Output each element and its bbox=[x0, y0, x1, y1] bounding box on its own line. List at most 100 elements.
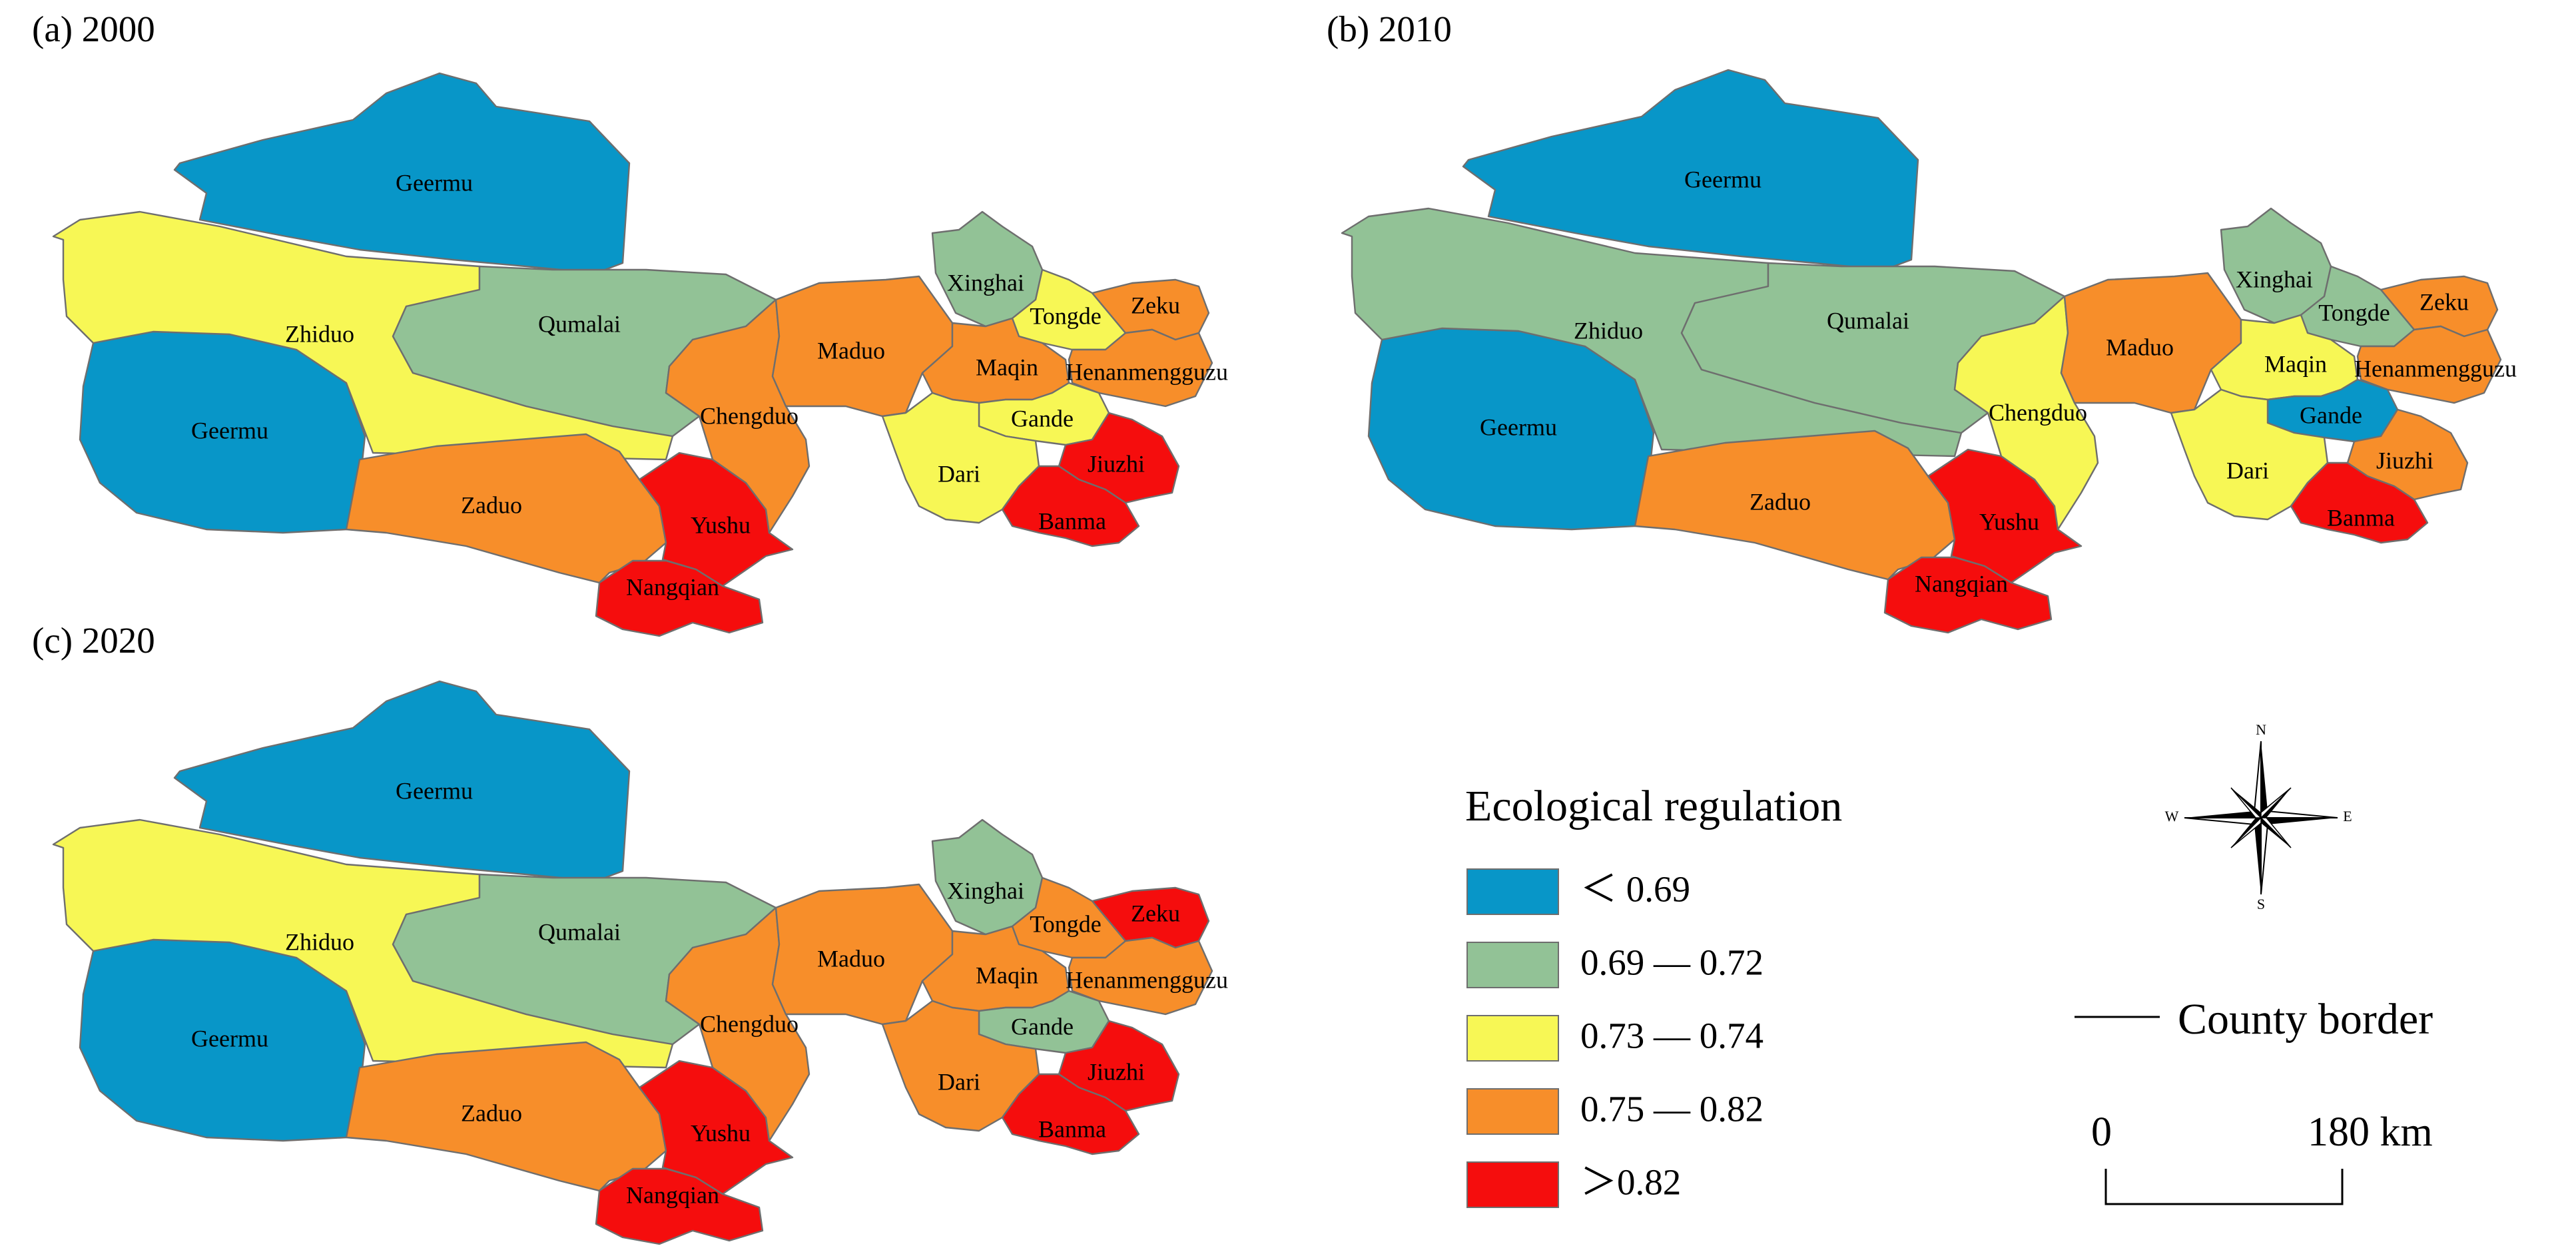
county-label: Xinghai bbox=[947, 877, 1024, 904]
scale-start: 0 bbox=[2091, 1109, 2112, 1155]
legend-swatch bbox=[1466, 868, 1559, 915]
county-label: Chengduo bbox=[700, 1010, 799, 1037]
county-region-henanmengguzu bbox=[1068, 328, 1213, 408]
county-region-geermu bbox=[1462, 69, 1919, 271]
legend-label: 0.73 — 0.74 bbox=[1580, 1016, 1764, 1056]
county-label: Gande bbox=[1011, 405, 1074, 432]
county-label: Tongde bbox=[1030, 302, 1101, 329]
county-label: Gande bbox=[2300, 402, 2362, 428]
county-label: Zhiduo bbox=[285, 320, 354, 347]
map-panel-3: (c) 2020 Geermu Geermu Zhiduo Qumalai Zaduo Yu… bbox=[32, 620, 1228, 1245]
county-label: Geermu bbox=[191, 417, 268, 444]
compass-north: N bbox=[2256, 721, 2266, 738]
county-region-maduo bbox=[771, 883, 954, 1026]
county-label: Henanmengguzu bbox=[1066, 358, 1228, 385]
county-label: Zeku bbox=[1131, 292, 1180, 318]
county-label: Henanmengguzu bbox=[1066, 966, 1228, 993]
county-label: Nangqian bbox=[626, 573, 719, 600]
legend-swatch bbox=[1466, 1161, 1559, 1208]
county-label: Geermu bbox=[396, 777, 473, 804]
county-label: Tongde bbox=[2318, 299, 2390, 326]
county-region-maduo bbox=[2060, 272, 2242, 414]
county-label: Chengduo bbox=[700, 402, 799, 429]
county-region-henanmengguzu bbox=[2356, 325, 2502, 404]
county-region-zaduo bbox=[1634, 430, 1956, 581]
county-label: Xinghai bbox=[2236, 266, 2313, 292]
county-label: Jiuzhi bbox=[1088, 450, 1145, 477]
county-region-nangqian bbox=[595, 559, 764, 637]
county-label: Banma bbox=[2327, 504, 2395, 531]
county-region-chengduo bbox=[665, 298, 810, 534]
county-label: Henanmengguzu bbox=[2354, 355, 2517, 382]
county-label: Tongde bbox=[1030, 910, 1101, 937]
county-label: Zaduo bbox=[461, 1099, 522, 1126]
county-region-nangqian bbox=[1883, 556, 2053, 634]
county-label: Maqin bbox=[2264, 350, 2327, 377]
scale-bar: 0 180 km bbox=[2091, 1109, 2433, 1205]
legend-label: 0.75 — 0.82 bbox=[1580, 1089, 1764, 1129]
county-label: Chengduo bbox=[1989, 399, 2087, 426]
compass-west: W bbox=[2165, 808, 2179, 824]
map-panel-2: (b) 2010 Geermu Geermu Zhiduo Qumalai Zaduo Yu… bbox=[1327, 9, 2517, 634]
scale-end: 180 km bbox=[2308, 1109, 2433, 1155]
county-region-banma bbox=[2290, 462, 2429, 544]
panel-title: (a) 2000 bbox=[32, 9, 155, 49]
legend-swatch bbox=[1466, 1015, 1559, 1062]
county-label: Zhiduo bbox=[1574, 317, 1643, 344]
county-region-geermu bbox=[173, 72, 631, 274]
county-label: Yushu bbox=[691, 1119, 751, 1146]
county-region-banma bbox=[1001, 1073, 1140, 1155]
county-label: Zeku bbox=[1131, 900, 1180, 926]
county-label: Maduo bbox=[2106, 334, 2174, 360]
county-label: Geermu bbox=[191, 1025, 268, 1052]
county-label: Yushu bbox=[691, 511, 751, 538]
county-label: Dari bbox=[938, 460, 980, 487]
county-label: Qumalai bbox=[538, 310, 621, 337]
county-label: Qumalai bbox=[1827, 307, 1909, 334]
county-label: Banma bbox=[1038, 507, 1106, 534]
legend: Ecological regulation ＜ 0.69 0.69 — 0.72 0… bbox=[1465, 782, 1842, 1208]
county-region-chengduo bbox=[665, 906, 810, 1142]
county-label: Maqin bbox=[976, 962, 1038, 988]
county-label: Geermu bbox=[396, 169, 473, 196]
county-label: Nangqian bbox=[626, 1181, 719, 1208]
county-label: Nangqian bbox=[1915, 570, 2008, 597]
county-region-maduo bbox=[771, 275, 954, 418]
county-label: Banma bbox=[1038, 1115, 1106, 1142]
legend-label: ＞0.82 bbox=[1580, 1162, 1681, 1203]
county-region-nangqian bbox=[595, 1167, 764, 1245]
county-label: Zaduo bbox=[1750, 488, 1811, 515]
county-label: Qumalai bbox=[538, 918, 621, 945]
legend-title: Ecological regulation bbox=[1465, 782, 1842, 830]
panel-title: (b) 2010 bbox=[1327, 9, 1452, 49]
county-border-legend: County border bbox=[2075, 995, 2433, 1044]
county-region-zaduo bbox=[345, 1041, 667, 1192]
county-label: Maduo bbox=[817, 337, 885, 364]
legend-items: ＜ 0.69 0.69 — 0.72 0.73 — 0.74 0.75 — 0.82 ＞… bbox=[1466, 868, 1764, 1208]
county-label: Geermu bbox=[1684, 166, 1762, 192]
county-label: Zhiduo bbox=[285, 928, 354, 955]
legend-label: ＜ 0.69 bbox=[1580, 869, 1690, 910]
county-label: Dari bbox=[2226, 457, 2269, 483]
compass-east: E bbox=[2343, 808, 2352, 824]
compass-south: S bbox=[2257, 896, 2265, 912]
county-region-chengduo bbox=[1953, 295, 2099, 531]
county-label: Maduo bbox=[817, 945, 885, 972]
county-label: Gande bbox=[1011, 1013, 1074, 1040]
county-label: Geermu bbox=[1480, 414, 1557, 440]
county-label: Jiuzhi bbox=[2376, 447, 2433, 473]
map-panels: (a) 2000 Geermu Geermu Zhiduo Qumalai Zaduo Yu… bbox=[32, 9, 2517, 1245]
county-label: Zeku bbox=[2419, 288, 2469, 315]
county-label: Dari bbox=[938, 1068, 980, 1095]
legend-swatch bbox=[1466, 942, 1559, 988]
county-label: Yushu bbox=[1979, 508, 2039, 535]
county-border-label: County border bbox=[2178, 995, 2433, 1044]
county-region-banma bbox=[1001, 465, 1140, 547]
compass-rose: N S E W bbox=[2165, 721, 2352, 912]
county-region-zaduo bbox=[345, 433, 667, 584]
map-panel-1: (a) 2000 Geermu Geermu Zhiduo Qumalai Zaduo Yu… bbox=[32, 9, 1228, 637]
county-region-geermu bbox=[173, 680, 631, 882]
county-region-henanmengguzu bbox=[1068, 936, 1213, 1016]
panel-title: (c) 2020 bbox=[32, 620, 155, 661]
